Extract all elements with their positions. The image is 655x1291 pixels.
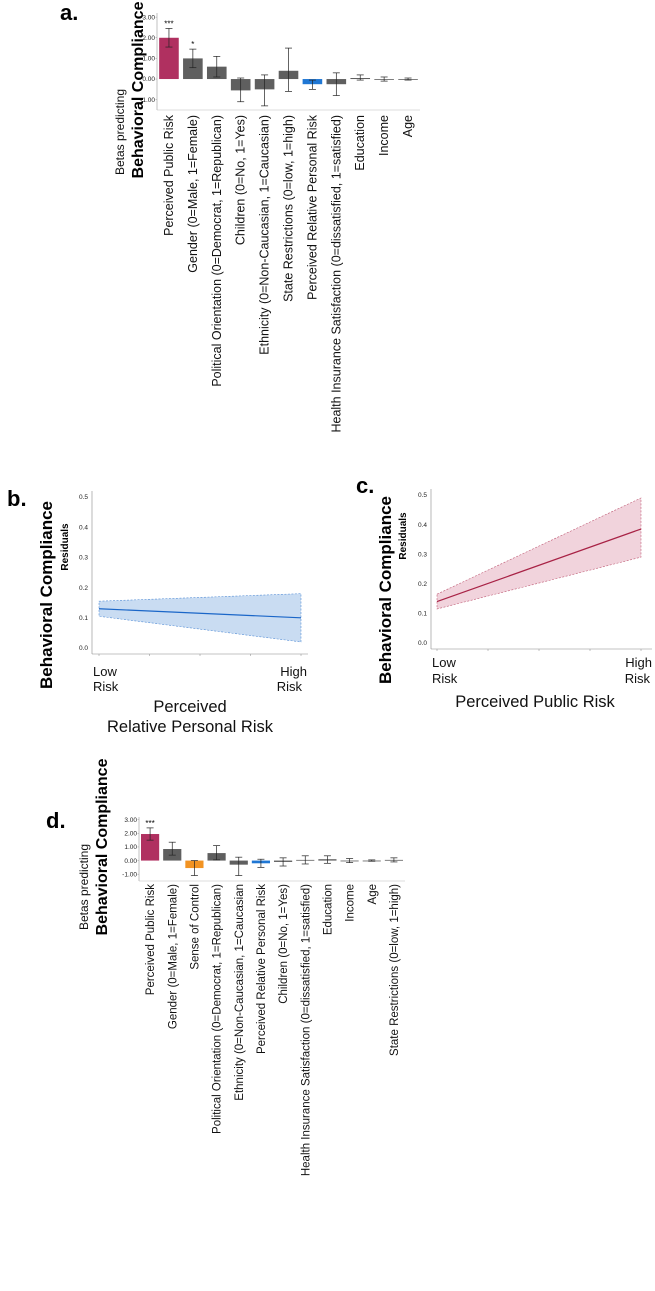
panel-d-bar [140,834,160,861]
panel-d-category-label: Ethnicity (0=Non-Caucasian, 1=Caucasian [234,884,246,1101]
panel-d-category-label: Political Orientation (0=Democrat, 1=Rep… [212,884,224,1134]
panel-a-significance: *** [164,19,173,28]
panel-c-ytick-label: 0.2 [418,581,427,588]
panel-a-ylabel-line2: Behavioral Compliance [130,1,147,178]
panel-c-line-chart: 0.5 0.4 0.3 0.2 0.1 0.0 [418,489,652,651]
panel-a-category-label: Ethnicity (0=Non-Caucasian, 1=Caucasian) [258,115,272,355]
panel-c-ytick-label: 0.0 [418,640,427,647]
panel-a-ylabel: Betas predicting Behavioral Compliance [113,1,147,178]
panel-d-category-label: Gender (0=Male, 1=Female) [167,884,179,1029]
panel-a-ytick-label: 1.00 [142,56,155,63]
panel-d-bar-chart: 3.00 2.00 1.00 0.00 -1.00 *** Perceived Public… [122,817,405,1176]
panel-d-category-label: Perceived Public Risk [145,884,157,995]
panel-c-ytick-label: 0.4 [418,522,427,529]
panel-d-ytick-label: 2.00 [124,831,137,838]
panel-b-confidence-band [98,593,302,643]
panel-a-category-label: Perceived Public Risk [162,114,176,236]
panel-a-category-label: Education [353,115,367,171]
panel-d-category-label: Age [367,884,379,904]
panel-a-category-label: Health Insurance Satisfaction (0=dissati… [329,115,343,433]
panel-b-x-high-line2: Risk [277,679,303,694]
panel-a-significance: * [191,40,194,49]
panel-a-bar-chart: 3.00 2.00 1.00 0.00 -1.00 *** Perceived Public… [140,13,420,433]
panel-d-significance: *** [145,819,154,828]
panel-b-ytick-label: 0.5 [79,494,88,501]
panel-a-category-label: Age [401,115,415,137]
panel-d-category-label: Sense of Control [189,884,201,970]
panel-c-x-high-line1: High [625,655,652,670]
panel-a-category-label: Gender (0=Male, 1=Female) [186,115,200,273]
panel-c-confidence-band [436,497,642,610]
panel-d-category-label: Children (0=No, 1=Yes) [278,884,290,1004]
panel-d-ylabel-line2: Behavioral Compliance [94,758,111,935]
panel-b-ytick-label: 0.0 [79,645,88,652]
panel-b-xlabel-line1: Perceived [153,698,226,716]
panel-b-ylabel: Behavioral Compliance [37,501,56,689]
panel-b-ytick-label: 0.1 [79,615,88,622]
panel-c-ylabel: Behavioral Compliance [376,496,395,684]
panel-d-ylabel-line1: Betas predicting [77,844,91,930]
panel-label-a: a. [60,0,78,25]
panel-d-ylabel: Betas predicting Behavioral Compliance [77,758,111,935]
panel-c-ylabel-residuals: Residuals [398,512,409,560]
panel-b-ytick-label: 0.2 [79,585,88,592]
panel-c-ytick-label: 0.5 [418,492,427,499]
panel-a-ytick-label: 3.00 [142,14,155,21]
panel-d-ytick-label: 1.00 [124,844,137,851]
panel-a-ytick-label: 2.00 [142,35,155,42]
panel-label-d: d. [46,808,66,833]
panel-d-category-label: Income [345,884,357,922]
panel-b-line-chart: 0.5 0.4 0.3 0.2 0.1 0.0 [79,491,308,656]
panel-a-category-label: Income [377,115,391,156]
panel-d-ytick-label: 3.00 [124,817,137,824]
panel-a-category-label: Children (0=No, 1=Yes) [234,115,248,245]
panel-a-category-label: Political Orientation (0=Democrat, 1=Rep… [210,115,224,387]
panel-label-c: c. [356,473,374,498]
panel-d-category-label: Education [322,884,334,935]
panel-b-xlabel-line2: Relative Personal Risk [107,718,274,736]
panel-c-xlabel: Perceived Public Risk [455,693,615,711]
panel-d-category-label: Health Insurance Satisfaction (0=dissati… [300,884,312,1176]
panel-b-ytick-label: 0.4 [79,524,88,531]
panel-b-ylabel-residuals: Residuals [60,523,71,571]
panel-a-bar [183,58,203,80]
panel-d-category-label: State Restrictions (0=low, 1=high) [389,884,401,1056]
panel-b-regression-line [98,608,302,619]
panel-c-regression-line [436,528,642,603]
panel-a-ylabel-line1: Betas predicting [113,89,127,175]
panel-d-ytick-label: -1.00 [122,871,137,878]
panel-b-x-high-line1: High [280,664,307,679]
panel-d-ytick-label: 0.00 [124,858,137,865]
panel-label-b: b. [7,486,27,511]
panel-c-x-low-line1: Low [432,655,456,670]
panel-c-x-high-line2: Risk [625,671,651,686]
panel-c-x-low-line2: Risk [432,671,458,686]
panel-b-x-low-line2: Risk [93,679,119,694]
panel-a-category-label: State Restrictions (0=low, 1=high) [282,115,296,302]
panel-d-category-label: Perceived Relative Personal Risk [256,884,268,1054]
panel-b-ytick-label: 0.3 [79,555,88,562]
panel-a-ytick-label: -1.00 [140,97,155,104]
panel-a-bar [159,37,179,80]
panel-a-ytick-label: 0.00 [142,76,155,83]
panel-c-ytick-label: 0.1 [418,611,427,618]
panel-b-x-low-line1: Low [93,664,117,679]
panel-a-category-label: Perceived Relative Personal Risk [305,114,319,300]
panel-c-ytick-label: 0.3 [418,551,427,558]
